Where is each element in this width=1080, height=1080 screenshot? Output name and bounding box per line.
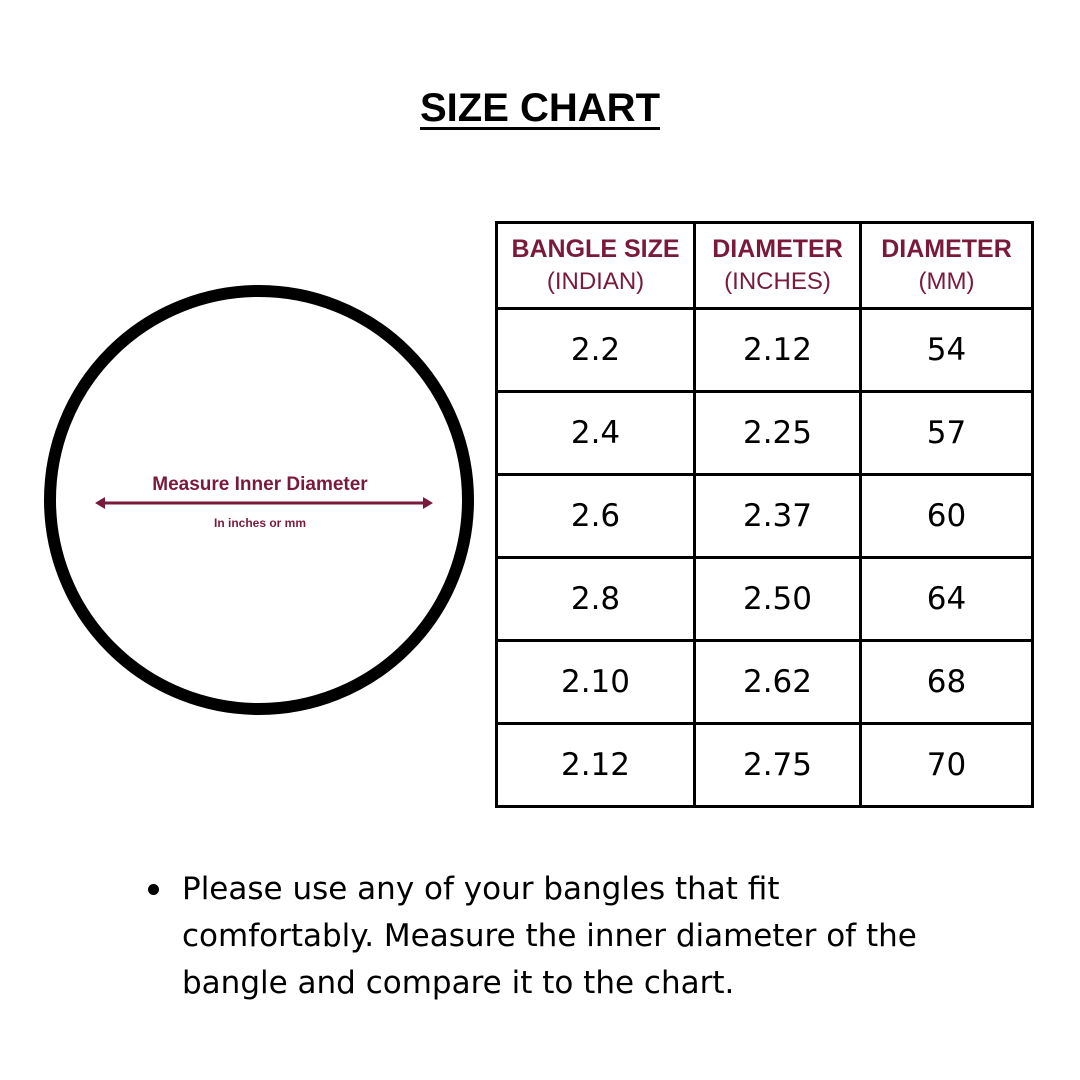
table-cell: 57 <box>859 390 1034 476</box>
table-cell: 70 <box>859 722 1034 808</box>
table-cell: 2.37 <box>693 473 862 559</box>
column-header: BANGLE SIZE (INDIAN) <box>495 221 696 310</box>
table-row: 2.6 2.37 60 <box>495 473 1034 559</box>
table-row: 2.4 2.25 57 <box>495 390 1034 476</box>
table-cell: 60 <box>859 473 1034 559</box>
header-unit: (INCHES) <box>724 268 831 295</box>
header-unit: (INDIAN) <box>546 268 645 295</box>
table-cell: 2.62 <box>693 639 862 725</box>
table-cell: 2.6 <box>495 473 696 559</box>
table-cell: 2.8 <box>495 556 696 642</box>
table-row: 2.8 2.50 64 <box>495 556 1034 642</box>
table-cell: 2.75 <box>693 722 862 808</box>
header-unit: (MM) <box>918 268 975 295</box>
table-cell: 2.12 <box>693 307 862 393</box>
header-row: BANGLE SIZE (INDIAN) DIAMETER (INCHES) DIAME… <box>495 221 1034 310</box>
header-main: DIAMETER <box>881 235 1012 263</box>
measure-sublabel: In inches or mm <box>213 516 307 530</box>
table-cell: 54 <box>859 307 1034 393</box>
bullet-icon <box>148 884 159 895</box>
header-main: BANGLE SIZE <box>511 235 680 263</box>
size-table: BANGLE SIZE (INDIAN) DIAMETER (INCHES) DIAME… <box>495 221 1034 808</box>
table-row: 2.12 2.75 70 <box>495 722 1034 808</box>
table-cell: 2.50 <box>693 556 862 642</box>
instruction-note: Please use any of your bangles that fit … <box>148 866 948 1007</box>
table-cell: 68 <box>859 639 1034 725</box>
measure-label: Measure Inner Diameter <box>152 474 368 495</box>
table-cell: 2.25 <box>693 390 862 476</box>
table-cell: 64 <box>859 556 1034 642</box>
table-cell: 2.12 <box>495 722 696 808</box>
table-row: 2.10 2.62 68 <box>495 639 1034 725</box>
column-header: DIAMETER (MM) <box>859 221 1034 310</box>
column-header: DIAMETER (INCHES) <box>693 221 862 310</box>
table-cell: 2.10 <box>495 639 696 725</box>
table-cell: 2.2 <box>495 307 696 393</box>
header-main: DIAMETER <box>712 235 843 263</box>
page-title: SIZE CHART <box>420 86 660 130</box>
table-row: 2.2 2.12 54 <box>495 307 1034 393</box>
table-cell: 2.4 <box>495 390 696 476</box>
double-arrow-icon <box>95 497 433 509</box>
